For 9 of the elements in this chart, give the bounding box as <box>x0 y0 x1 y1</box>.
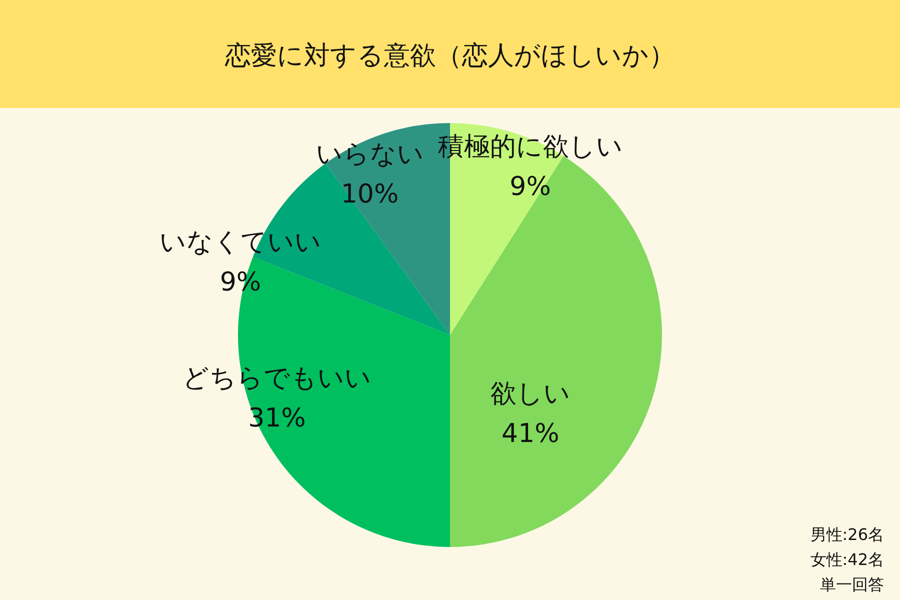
chart-title: 恋愛に対する意欲（恋人がほしいか） <box>224 41 675 71</box>
text: 女性:42名 <box>810 550 884 569</box>
data-label: 9% <box>510 172 551 202</box>
data-label: 41% <box>502 419 560 450</box>
text: 単一回答 <box>820 575 884 594</box>
data-label: 10% <box>340 180 399 210</box>
text: 男性:26名 <box>810 525 884 544</box>
slice-label: 欲しい <box>490 379 570 410</box>
slice-label: いらない <box>316 140 424 170</box>
